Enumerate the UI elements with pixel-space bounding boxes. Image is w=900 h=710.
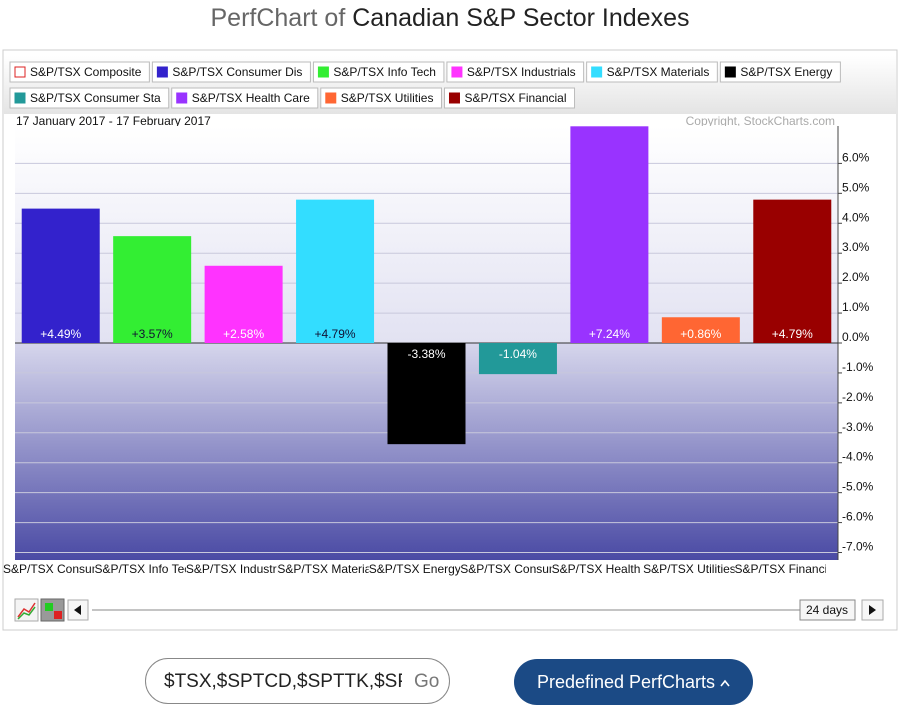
y-tick-label: -3.0% (842, 420, 874, 434)
legend-item: S&P/TSX Materials (586, 61, 718, 83)
symbol-input[interactable]: $TSX,$SPTCD,$SPTTK,$SP Go (145, 658, 450, 704)
y-tick-label: 0.0% (842, 330, 870, 344)
bar (113, 236, 192, 343)
predefined-button[interactable]: Predefined PerfCharts (514, 659, 753, 705)
bar (296, 199, 375, 343)
legend-item: S&P/TSX Health Care (171, 87, 319, 109)
y-tick-label: 5.0% (842, 180, 870, 194)
copyright: Copyright, StockCharts.com (686, 114, 835, 128)
x-tick-label: S&P/TSX Industrials (186, 562, 295, 576)
x-tick-label: S&P/TSX Utilities (643, 562, 736, 576)
legend-label: S&P/TSX Financial (464, 91, 566, 105)
y-tick-label: -7.0% (842, 540, 874, 554)
legend-label: S&P/TSX Energy (740, 65, 832, 79)
x-tick-label: S&P/TSX Info Tech (94, 562, 197, 576)
y-tick-label: 2.0% (842, 270, 870, 284)
legend-swatch (317, 66, 329, 78)
header: PerfChart of Canadian S&P Sector Indexes (0, 4, 900, 33)
bar (387, 343, 466, 445)
title-prefix: PerfChart of (210, 4, 346, 32)
legend-item: S&P/TSX Industrials (446, 61, 585, 83)
y-tick-label: 6.0% (842, 150, 870, 164)
bar (21, 208, 100, 343)
legend-label: S&P/TSX Composite (30, 65, 142, 79)
legend-item: S&P/TSX Consumer Sta (9, 87, 170, 109)
chart: 17 January 2017 - 17 February 2017 Copyr… (2, 49, 898, 631)
legend-item: S&P/TSX Consumer Dis (151, 61, 311, 83)
legend-item: S&P/TSX Composite (9, 61, 150, 83)
legend-box (312, 61, 445, 83)
value-label: +7.24% (589, 327, 630, 341)
legend-box (9, 61, 150, 83)
legend-swatch (14, 92, 26, 104)
legend-label: S&P/TSX Utilities (341, 91, 434, 105)
legend-box (586, 61, 718, 83)
y-tick-label: -2.0% (842, 390, 874, 404)
legend-swatch (176, 92, 188, 104)
y-tick-label: -6.0% (842, 510, 874, 524)
y-tick-label: -1.0% (842, 360, 874, 374)
legend-box (446, 61, 585, 83)
y-tick-label: -5.0% (842, 480, 874, 494)
y-tick-label: 1.0% (842, 300, 870, 314)
legend-item: S&P/TSX Financial (443, 87, 576, 109)
period-box[interactable] (799, 599, 856, 621)
y-tick-label: 4.0% (842, 210, 870, 224)
legend-swatch (451, 66, 463, 78)
bar (570, 126, 649, 343)
plot: -7.0% -6.0% -5.0% -4.0% -3.0% -2.0% -1.0% 0.0% 1… (3, 126, 874, 576)
predefined-label: Predefined PerfCharts (536, 672, 716, 692)
value-label: +3.57% (132, 327, 173, 341)
title: Canadian S&P Sector Indexes (352, 4, 690, 32)
value-label: +4.79% (772, 327, 813, 341)
x-tick-label: S&P/TSX Materials (277, 562, 380, 576)
legend-box (719, 61, 841, 83)
value-label: +4.79% (315, 327, 356, 341)
legend-swatch (14, 66, 26, 78)
legend-label: S&P/TSX Materials (607, 65, 710, 79)
y-tick-label: 3.0% (842, 240, 870, 254)
legend-box (443, 87, 576, 109)
legend-label: S&P/TSX Consumer Dis (172, 65, 302, 79)
legend-label: S&P/TSX Consumer Sta (30, 91, 161, 105)
legend-label: S&P/TSX Health Care (192, 91, 310, 105)
bar (478, 343, 557, 375)
legend-box (151, 61, 311, 83)
legend-item: S&P/TSX Info Tech (312, 61, 445, 83)
legend-swatch (724, 66, 736, 78)
value-label: -3.38% (407, 347, 445, 361)
date-range: 17 January 2017 - 17 February 2017 (16, 114, 211, 128)
bar (204, 265, 283, 343)
legend-label: S&P/TSX Industrials (467, 65, 576, 79)
legend-box (9, 87, 170, 109)
legend-swatch (325, 92, 337, 104)
legend-label: S&P/TSX Info Tech (333, 65, 436, 79)
x-tick-label: S&P/TSX Energy (369, 562, 461, 576)
legend-box (171, 87, 319, 109)
legend-box (320, 87, 442, 109)
legend-swatch (448, 92, 460, 104)
symbols: $TSX,$SPTCD,$SPTTK,$SP (164, 671, 402, 692)
value-label: +0.86% (680, 327, 721, 341)
x-tick-label: S&P/TSX Consumer Sta (460, 562, 591, 576)
legend-swatch (156, 66, 168, 78)
bottom-toolbar: 24 days (14, 598, 884, 622)
value-label: +4.49% (40, 327, 81, 341)
value-label: +2.58% (223, 327, 264, 341)
legend-item: S&P/TSX Energy (719, 61, 841, 83)
x-tick-label: S&P/TSX Financial (735, 562, 837, 576)
period: 24 days (806, 603, 848, 617)
bar (753, 199, 832, 343)
go-button[interactable]: Go (414, 671, 440, 692)
legend-swatch (591, 66, 603, 78)
caret (720, 679, 730, 687)
x-tick-label: S&P/TSX Consumer Dis (3, 562, 133, 576)
value-label: -1.04% (499, 347, 537, 361)
y-tick-label: -4.0% (842, 450, 874, 464)
x-tick-label: S&P/TSX Health Care (552, 562, 670, 576)
bar (661, 317, 740, 343)
legend-item: S&P/TSX Utilities (320, 87, 442, 109)
